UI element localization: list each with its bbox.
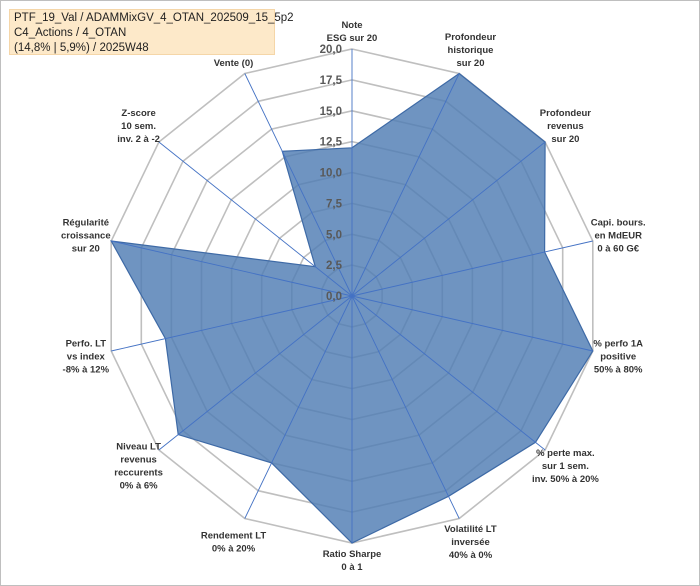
axis-spoke (351, 73, 460, 297)
axis-spoke (351, 295, 460, 519)
axis-spoke (158, 295, 353, 451)
tick-label: 15,0 (320, 106, 342, 118)
tick-label: 12,5 (320, 137, 343, 149)
axis-label: Régularité croissance sur 20 (61, 217, 111, 254)
title-line-3: (14,8% | 5,9%) / 2025W48 (14, 42, 149, 54)
axis-spoke (158, 141, 353, 297)
axis-spoke (111, 240, 353, 297)
axis-label: % perte max. sur 1 sem. inv. 50% à 20% (532, 448, 599, 485)
axis-label: Ratio Sharpe 0 à 1 (323, 549, 382, 573)
axis-label: Note ESG sur 20 (327, 20, 378, 44)
axis-label: Rendement LT 0% à 20% (201, 531, 266, 555)
axis-label: Profondeur historique sur 20 (445, 32, 496, 69)
axis-spoke (351, 240, 593, 297)
axis-label: % perfo 1A positive 50% à 80% (593, 339, 643, 376)
tick-label: 17,5 (320, 75, 343, 87)
tick-label: 5,0 (326, 229, 342, 241)
axis-label: Z-score 10 sem. inv. 2 à -2 (117, 108, 160, 145)
axis-spoke (351, 295, 593, 352)
tick-label: 20,0 (320, 44, 342, 56)
axis-spoke (244, 295, 353, 519)
title-line-1: PTF_19_Val / ADAMMixGV_4_OTAN_202509_15_… (14, 12, 294, 24)
axis-label: Capi. bours. en MdEUR 0 à 60 G€ (591, 217, 646, 254)
axis-spoke (244, 73, 353, 297)
axis-spoke (111, 295, 353, 352)
tick-label: 10,0 (320, 168, 342, 180)
axis-spoke (351, 295, 546, 451)
tick-label: 0,0 (326, 291, 342, 303)
axis-label: Perfo. LT vs index -8% à 12% (63, 339, 110, 376)
tick-label: 7,5 (326, 198, 343, 210)
axis-spoke (351, 141, 546, 297)
chart-title-box: PTF_19_Val / ADAMMixGV_4_OTAN_202509_15_… (9, 9, 294, 55)
axis-label: Profondeur revenus sur 20 (540, 108, 591, 145)
axis-label: Niveau LT revenus reccurents 0% à 6% (114, 442, 163, 492)
title-line-2: C4_Actions / 4_OTAN (14, 27, 127, 39)
tick-label: 2,5 (326, 260, 343, 272)
axis-label: Volatilité LT inversée 40% à 0% (444, 524, 497, 561)
